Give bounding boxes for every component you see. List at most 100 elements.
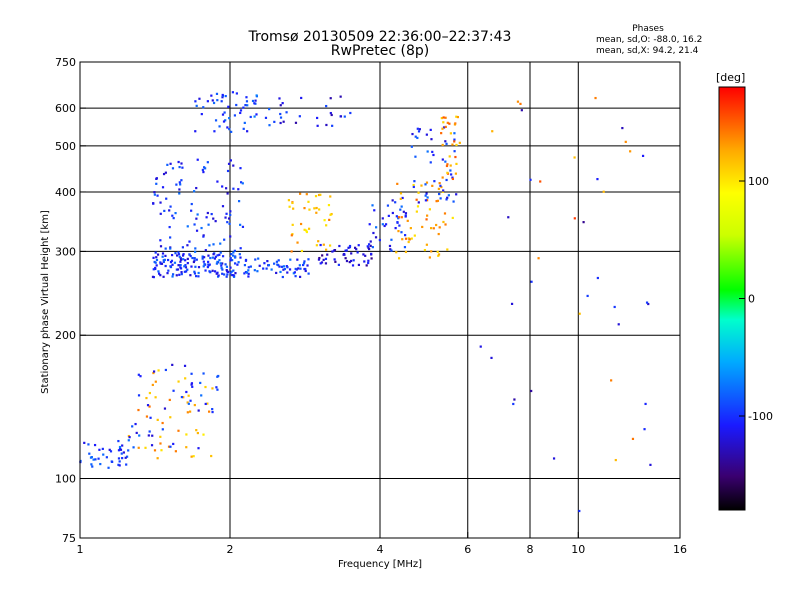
- data-point: [148, 405, 151, 408]
- data-point: [203, 263, 206, 266]
- data-point: [582, 221, 585, 224]
- data-point: [159, 212, 162, 215]
- data-point: [195, 429, 198, 432]
- data-point: [188, 253, 191, 256]
- data-point: [417, 191, 420, 194]
- data-point: [267, 264, 271, 267]
- data-point: [214, 220, 217, 223]
- data-point: [186, 411, 189, 414]
- data-point: [239, 111, 242, 115]
- data-point: [216, 99, 219, 102]
- data-point: [222, 120, 226, 123]
- data-point: [206, 402, 209, 405]
- data-point: [138, 434, 141, 437]
- data-point: [232, 269, 235, 272]
- data-point: [159, 435, 162, 438]
- data-point: [241, 225, 245, 228]
- data-point: [182, 396, 185, 399]
- data-point: [510, 302, 514, 305]
- data-point: [195, 186, 198, 190]
- colorbar-tick-label: 100: [748, 175, 769, 188]
- data-point: [145, 396, 148, 400]
- data-point: [602, 190, 605, 193]
- data-point: [101, 447, 104, 450]
- data-point: [235, 92, 238, 95]
- data-point: [210, 212, 213, 216]
- data-point: [207, 260, 210, 263]
- data-point: [232, 274, 235, 277]
- data-point: [111, 460, 114, 463]
- data-point: [442, 116, 445, 119]
- data-point: [226, 221, 229, 224]
- data-point: [180, 179, 183, 182]
- data-point: [403, 246, 407, 249]
- data-point: [189, 410, 192, 413]
- data-point: [190, 372, 193, 375]
- data-point: [117, 463, 120, 466]
- data-point: [398, 224, 401, 227]
- data-point: [425, 199, 429, 202]
- data-point: [117, 439, 120, 443]
- data-point: [277, 259, 280, 262]
- data-point: [167, 269, 170, 272]
- data-point: [303, 228, 306, 231]
- data-point: [299, 192, 302, 195]
- data-point: [429, 161, 432, 164]
- data-point: [170, 259, 174, 262]
- y-tick-label: 750: [55, 56, 76, 69]
- data-point: [413, 180, 416, 183]
- data-point: [221, 272, 224, 275]
- data-point: [435, 200, 438, 203]
- data-point: [325, 123, 328, 127]
- y-tick-label: 500: [55, 140, 76, 153]
- data-point: [436, 250, 439, 253]
- data-point: [276, 263, 279, 266]
- data-point: [415, 210, 418, 213]
- data-point: [437, 192, 441, 196]
- data-point: [213, 257, 217, 260]
- data-point: [421, 225, 424, 229]
- data-point: [264, 116, 268, 119]
- data-point: [118, 464, 121, 467]
- data-point: [512, 402, 515, 406]
- data-point: [438, 182, 441, 185]
- data-point: [216, 271, 219, 274]
- data-point: [641, 154, 645, 158]
- data-point: [223, 238, 226, 241]
- y-tick-label: 400: [55, 186, 76, 199]
- data-point: [97, 457, 100, 460]
- data-point: [425, 218, 428, 221]
- data-point: [279, 112, 282, 116]
- data-point: [193, 259, 196, 262]
- data-point: [198, 97, 201, 100]
- data-point: [448, 122, 451, 125]
- data-point: [455, 193, 458, 196]
- x-tick-label: 2: [227, 543, 234, 556]
- data-point: [163, 209, 166, 213]
- data-point: [221, 205, 225, 208]
- data-point: [216, 254, 219, 257]
- data-point: [428, 208, 432, 211]
- data-point: [327, 203, 331, 207]
- data-point: [364, 254, 367, 257]
- data-point: [233, 114, 237, 117]
- data-point: [190, 382, 194, 385]
- data-point: [266, 260, 269, 263]
- data-point: [151, 383, 154, 387]
- data-point: [245, 100, 249, 103]
- stats-o-mode: mean, sd,O: -88.0, 16.2: [596, 35, 702, 45]
- data-point: [291, 233, 294, 236]
- data-point: [230, 130, 233, 133]
- data-point: [530, 280, 533, 283]
- data-point: [145, 415, 149, 418]
- data-point: [179, 260, 182, 263]
- x-tick-label: 6: [464, 543, 471, 556]
- data-point: [304, 269, 307, 273]
- data-point: [337, 263, 340, 266]
- data-point: [350, 252, 353, 255]
- data-point: [179, 258, 183, 261]
- data-point: [343, 253, 346, 256]
- data-point: [178, 188, 181, 191]
- data-point: [399, 192, 403, 195]
- data-point: [94, 458, 97, 461]
